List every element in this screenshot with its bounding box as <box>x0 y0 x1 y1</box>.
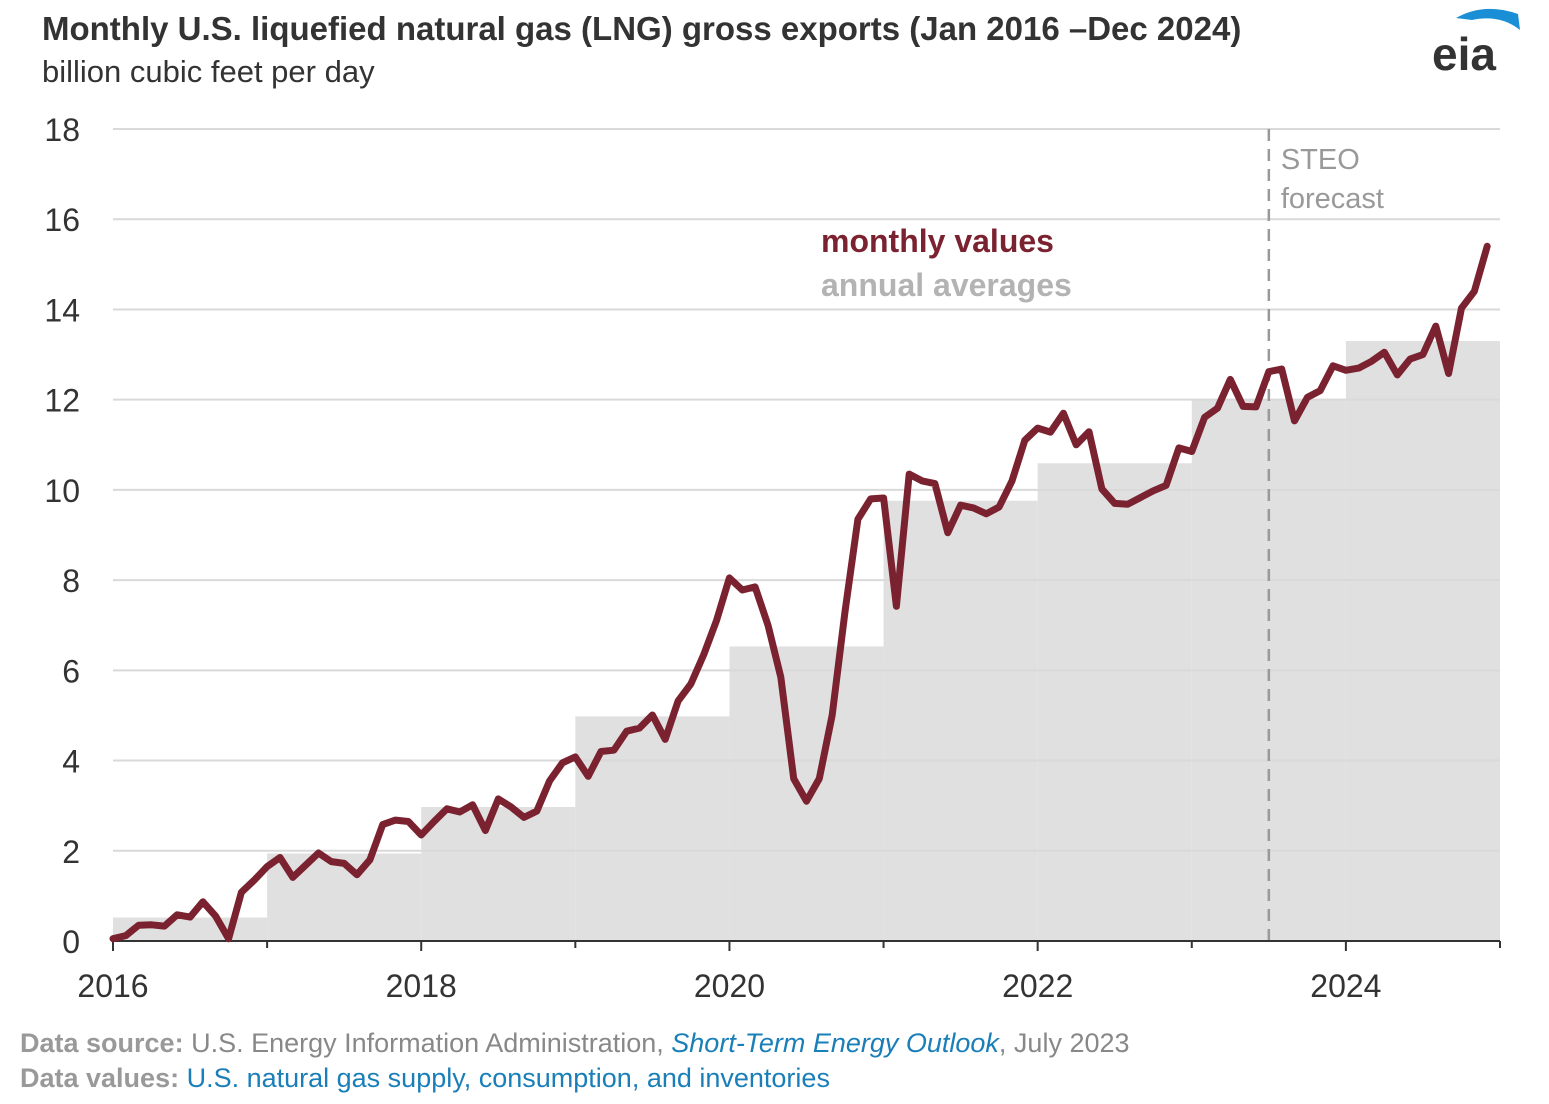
y-tick-label-4: 4 <box>62 744 80 780</box>
annual-average-bar-2020 <box>729 646 884 941</box>
logo-swoosh-icon <box>1456 8 1520 30</box>
y-tick-label-14: 14 <box>44 292 80 328</box>
x-axis: 2016 2018 2020 2022 2024 <box>77 940 1501 1004</box>
y-tick-label-10: 10 <box>44 473 80 509</box>
forecast-label-forecast: forecast <box>1281 183 1384 215</box>
y-tick-label-16: 16 <box>44 202 80 238</box>
y-tick-label-8: 8 <box>62 563 80 599</box>
y-tick-label-2: 2 <box>62 834 80 870</box>
monthly-values-line <box>109 242 1491 943</box>
data-values-link[interactable]: U.S. natural gas supply, consumption, an… <box>179 1063 830 1093</box>
legend-annual-averages: annual averages <box>821 267 1072 303</box>
steo-link[interactable]: Short-Term Energy Outlook <box>671 1028 999 1058</box>
chart-area: 0 2 4 6 8 10 12 14 16 18 STEO forecast monthly va… <box>44 112 1501 1004</box>
annual-average-bar-2017 <box>267 853 422 941</box>
data-source-label: Data source: <box>20 1028 184 1058</box>
data-source-note: Data source: U.S. Energy Information Adm… <box>20 1028 1130 1059</box>
y-tick-label-18: 18 <box>44 112 80 148</box>
eia-logo: eia <box>1426 4 1526 80</box>
x-tick-label-2022: 2022 <box>1002 968 1073 1004</box>
data-source-text: U.S. Energy Information Administration, <box>183 1028 672 1058</box>
x-tick-label-2018: 2018 <box>386 968 457 1004</box>
y-tick-label-0: 0 <box>62 924 80 960</box>
y-axis-tick-labels: 0 2 4 6 8 10 12 14 16 18 <box>44 112 80 960</box>
x-tick-label-2024: 2024 <box>1310 968 1381 1004</box>
data-source-date: , July 2023 <box>998 1028 1130 1058</box>
y-tick-label-12: 12 <box>44 383 80 419</box>
x-tick-label-2020: 2020 <box>694 968 765 1004</box>
data-values-note: Data values: U.S. natural gas supply, co… <box>20 1063 830 1094</box>
data-values-label: Data values: <box>20 1063 180 1093</box>
annual-average-bar-2022 <box>1037 463 1192 941</box>
annual-average-bar-2021 <box>883 500 1038 941</box>
forecast-label-steo: STEO <box>1281 144 1360 176</box>
annual-average-bar-2018 <box>421 807 576 941</box>
y-tick-label-6: 6 <box>62 653 80 689</box>
chart-subtitle: billion cubic feet per day <box>42 54 375 89</box>
chart-title: Monthly U.S. liquefied natural gas (LNG)… <box>42 10 1242 47</box>
logo-text: eia <box>1432 28 1496 80</box>
x-tick-label-2016: 2016 <box>77 968 148 1004</box>
annual-average-bar-2024 <box>1345 341 1500 941</box>
legend-monthly-values: monthly values <box>821 223 1054 259</box>
